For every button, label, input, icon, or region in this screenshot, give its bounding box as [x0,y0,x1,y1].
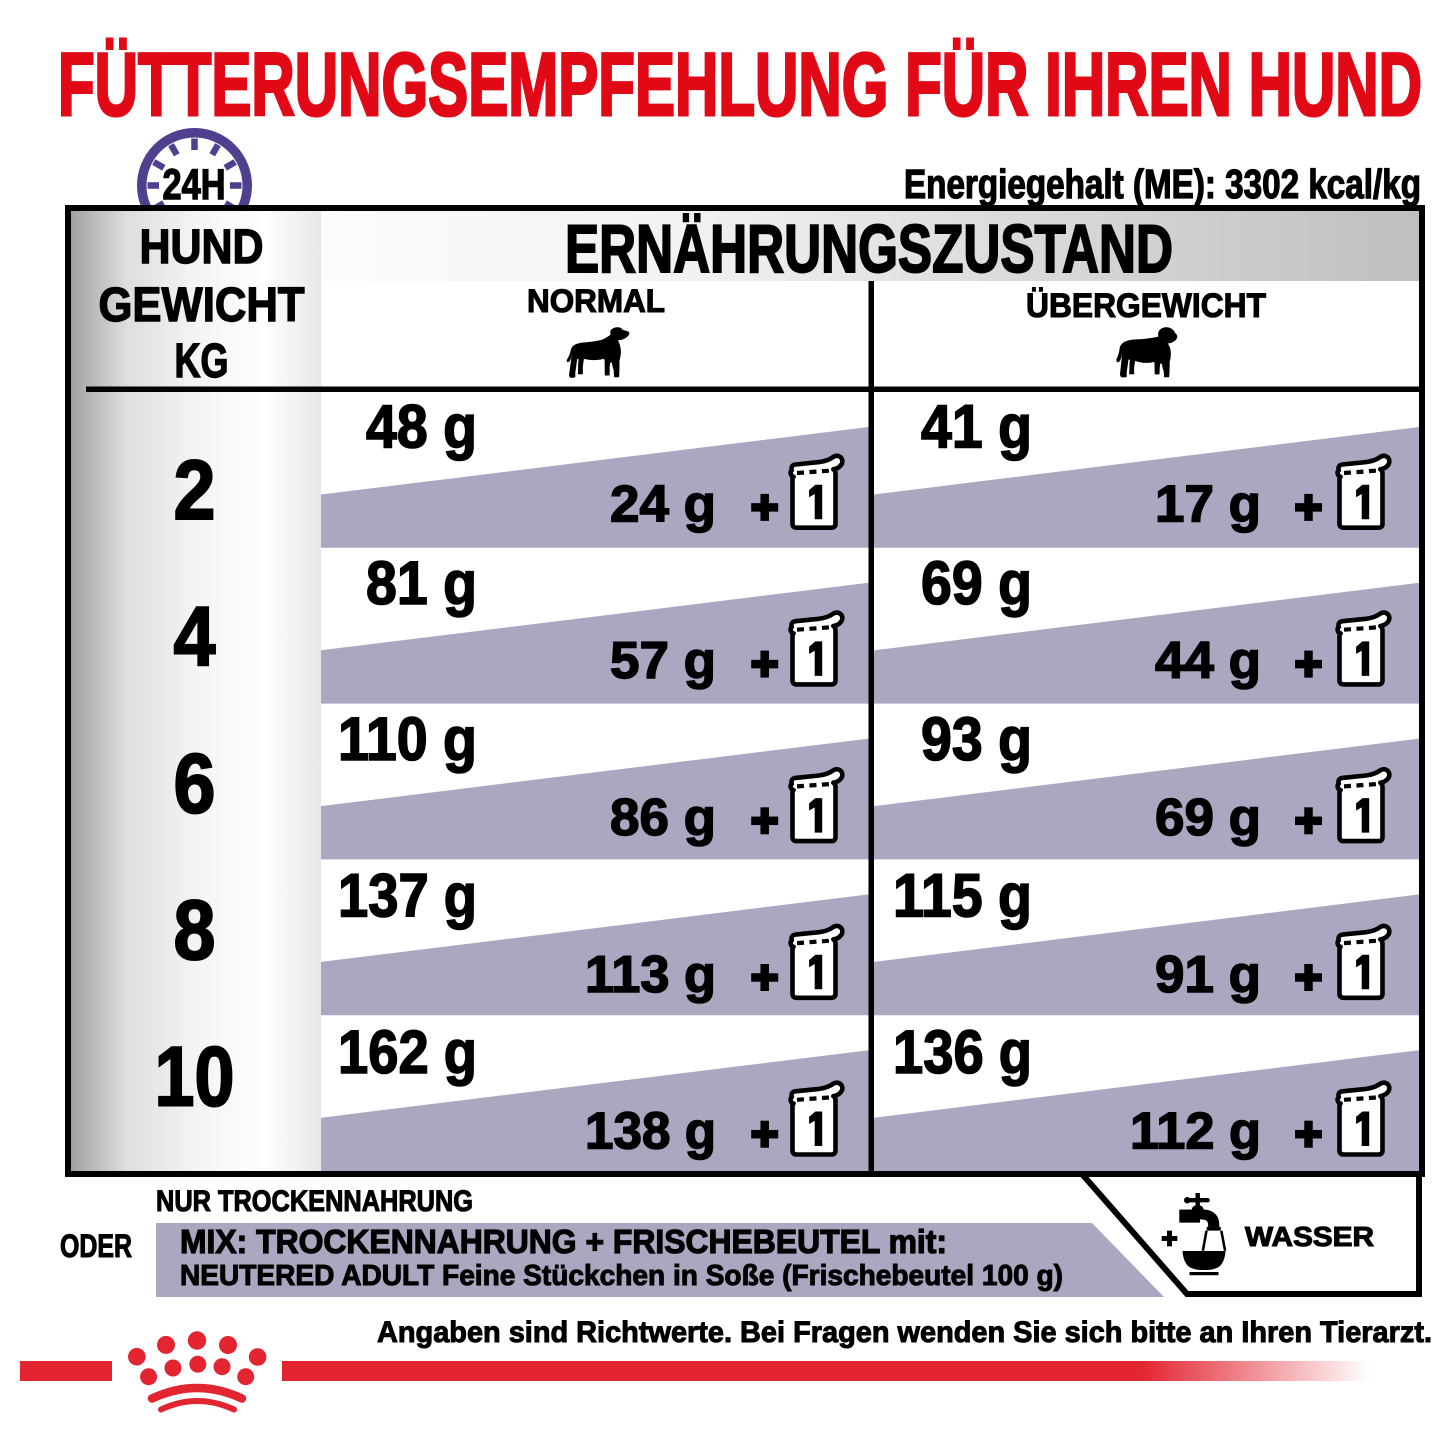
svg-text:10: 10 [155,1030,235,1124]
svg-text:NORMAL: NORMAL [527,283,665,319]
svg-text:69 g: 69 g [921,549,1032,617]
svg-text:ÜBERGEWICHT: ÜBERGEWICHT [1026,287,1266,325]
svg-text:57 g: 57 g [610,632,716,690]
svg-text:136 g: 136 g [893,1018,1032,1086]
svg-text:4: 4 [174,590,216,684]
svg-text:17 g: 17 g [1155,475,1261,533]
svg-text:41 g: 41 g [921,393,1032,461]
svg-text:WASSER: WASSER [1245,1221,1374,1252]
svg-text:112 g: 112 g [1130,1103,1261,1161]
svg-text:86 g: 86 g [610,789,716,847]
svg-text:ERNÄHRUNGSZUSTAND: ERNÄHRUNGSZUSTAND [565,211,1173,287]
svg-text:69 g: 69 g [1155,789,1261,847]
svg-text:GEWICHT: GEWICHT [99,279,305,332]
svg-text:44 g: 44 g [1155,632,1261,690]
svg-text:HUND: HUND [140,221,264,274]
svg-text:Energiegehalt (ME): 3302 kcal/: Energiegehalt (ME): 3302 kcal/kg [904,161,1421,207]
svg-text:24 g: 24 g [610,475,716,533]
svg-text:24H: 24H [163,161,226,209]
svg-text:FÜTTERUNGSEMPFEHLUNG FÜR IHREN: FÜTTERUNGSEMPFEHLUNG FÜR IHREN HUND [58,34,1422,134]
svg-text:110 g: 110 g [338,705,477,773]
svg-text:93 g: 93 g [921,705,1032,773]
svg-text:MIX: TROCKENNAHRUNG + FRISCHEB: MIX: TROCKENNAHRUNG + FRISCHEBEUTEL mit: [180,1223,947,1260]
svg-text:2: 2 [174,443,216,537]
svg-text:113 g: 113 g [585,946,716,1004]
svg-text:NUR TROCKENNAHRUNG: NUR TROCKENNAHRUNG [156,1185,473,1218]
svg-text:6: 6 [174,736,216,830]
svg-text:KG: KG [175,335,229,388]
svg-text:91 g: 91 g [1155,946,1261,1004]
svg-text:138 g: 138 g [585,1103,716,1161]
svg-text:ODER: ODER [60,1228,132,1264]
svg-text:162 g: 162 g [338,1018,477,1086]
svg-text:137 g: 137 g [338,862,477,930]
svg-text:NEUTERED ADULT Feine Stückchen: NEUTERED ADULT Feine Stückchen in Soße (… [180,1260,1063,1292]
svg-text:81 g: 81 g [366,549,477,617]
svg-text:8: 8 [174,883,216,977]
svg-text:Angaben sind Richtwerte. Bei F: Angaben sind Richtwerte. Bei Fragen wend… [377,1316,1432,1349]
svg-text:115 g: 115 g [893,862,1032,930]
svg-text:48 g: 48 g [366,393,477,461]
